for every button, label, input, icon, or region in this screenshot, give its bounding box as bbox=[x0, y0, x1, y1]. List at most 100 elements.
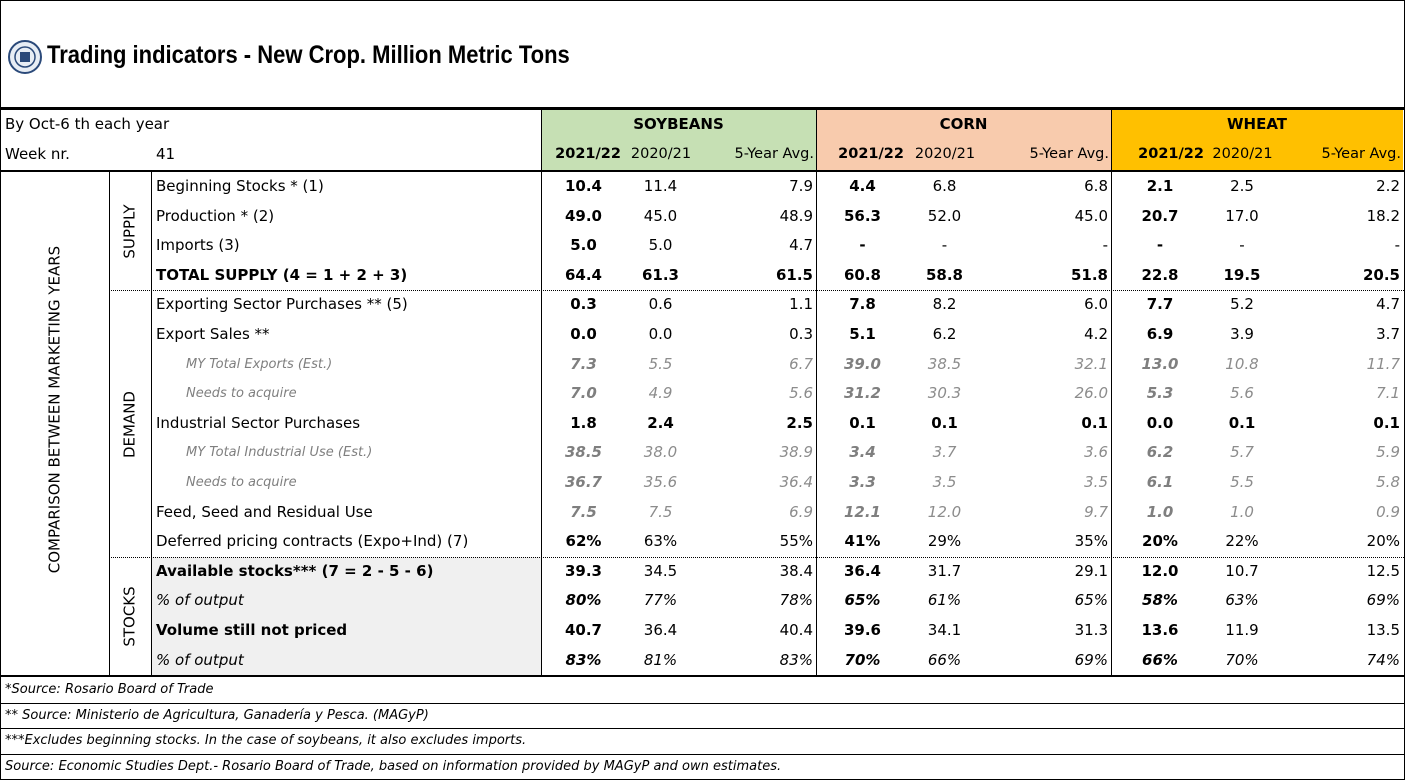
cell: 36.7 bbox=[564, 473, 602, 491]
year-header: 5-Year Avg. bbox=[1029, 146, 1109, 162]
cell: 5.7 bbox=[1230, 443, 1254, 462]
row-label: Feed, Seed and Residual Use bbox=[156, 502, 373, 521]
cell: 5.6 bbox=[789, 384, 813, 403]
cell: 48.9 bbox=[779, 206, 813, 225]
year-header: 2020/21 bbox=[914, 146, 976, 162]
cell: 61% bbox=[927, 591, 962, 610]
cell: 36.4 bbox=[843, 561, 881, 580]
cell: 0.1 bbox=[849, 413, 876, 432]
cell: 2.1 bbox=[1146, 177, 1174, 195]
cell: 2.5 bbox=[786, 413, 813, 432]
rule bbox=[541, 110, 542, 676]
cell: 39.6 bbox=[843, 621, 881, 639]
cell: 81% bbox=[643, 650, 678, 669]
cell: 18.2 bbox=[1366, 206, 1400, 225]
rule bbox=[1, 170, 1404, 172]
cell: 6.7 bbox=[789, 354, 813, 373]
cell: 70% bbox=[844, 650, 881, 669]
cell: 12.0 bbox=[1141, 561, 1179, 580]
rule bbox=[1111, 110, 1112, 676]
cell: 5.2 bbox=[1230, 295, 1254, 314]
cell: 2.4 bbox=[647, 413, 674, 432]
rule bbox=[109, 290, 1404, 292]
cell: - bbox=[941, 236, 948, 255]
cell: 31.7 bbox=[927, 561, 962, 580]
row-label: Beginning Stocks * (1) bbox=[156, 177, 324, 195]
cell: 34.5 bbox=[643, 561, 678, 580]
cell: 5.0 bbox=[570, 236, 597, 255]
cell: 7.3 bbox=[570, 354, 597, 373]
cell: 10.8 bbox=[1225, 354, 1259, 373]
cell: 3.9 bbox=[1230, 325, 1254, 343]
footnote: *Source: Rosario Board of Trade bbox=[5, 682, 214, 698]
cell: 0.3 bbox=[570, 295, 597, 314]
cell: 13.5 bbox=[1366, 621, 1400, 639]
cell: 31.2 bbox=[843, 384, 881, 403]
cell: - bbox=[1156, 236, 1164, 255]
cell: 7.1 bbox=[1376, 384, 1400, 403]
cell: 7.0 bbox=[570, 384, 597, 403]
cell: 45.0 bbox=[1074, 206, 1108, 225]
cell: 7.7 bbox=[1146, 295, 1174, 314]
cell: 5.5 bbox=[648, 354, 673, 373]
cell: 26.0 bbox=[1074, 384, 1108, 403]
side-label: COMPARISON BETWEEN MARKETING YEARS bbox=[45, 245, 64, 574]
year-header: 2021/22 bbox=[1138, 146, 1204, 162]
cell: 6.9 bbox=[789, 502, 813, 521]
row-label: Available stocks*** (7 = 2 - 5 - 6) bbox=[156, 561, 434, 580]
week: 41 bbox=[156, 145, 176, 163]
cell: 55% bbox=[779, 532, 813, 551]
year-header: 2020/21 bbox=[630, 146, 692, 162]
cell: 29% bbox=[927, 532, 962, 551]
cell: 83% bbox=[565, 650, 602, 669]
footnote: ** Source: Ministerio de Agricultura, Ga… bbox=[5, 707, 429, 723]
row-label: Volume still not priced bbox=[156, 621, 348, 639]
cell: 38.9 bbox=[779, 443, 813, 462]
cell: 69% bbox=[1366, 591, 1400, 610]
section-name: SUPPLY bbox=[120, 204, 139, 259]
cell: 31.3 bbox=[1074, 621, 1108, 639]
cell: 39.0 bbox=[843, 354, 881, 373]
rule bbox=[1, 728, 1404, 730]
cell: 2.5 bbox=[1230, 177, 1254, 195]
cell: 60.8 bbox=[843, 265, 881, 284]
cell: 4.2 bbox=[1084, 325, 1108, 343]
year-header: 2021/22 bbox=[838, 146, 904, 162]
cell: 36.4 bbox=[779, 473, 813, 491]
year-header: 5-Year Avg. bbox=[734, 146, 814, 162]
year-header: 2020/21 bbox=[1212, 146, 1273, 162]
cell: 4.4 bbox=[849, 177, 876, 195]
cell: 63% bbox=[643, 532, 678, 551]
rule bbox=[1, 702, 1404, 704]
cell: 20% bbox=[1142, 532, 1178, 551]
rule bbox=[816, 110, 817, 676]
group-name: CORN bbox=[939, 115, 988, 133]
cell: 22.8 bbox=[1141, 265, 1179, 284]
cell: 32.1 bbox=[1074, 354, 1108, 373]
cell: - bbox=[1239, 236, 1245, 255]
cell: 22% bbox=[1225, 532, 1259, 551]
cell: 20.7 bbox=[1141, 206, 1179, 225]
cell: 20% bbox=[1366, 532, 1400, 551]
cell: 6.2 bbox=[932, 325, 957, 343]
cell: 3.6 bbox=[1084, 443, 1108, 462]
rule bbox=[151, 172, 152, 676]
cell: 0.1 bbox=[931, 413, 958, 432]
cell: 70% bbox=[1225, 650, 1259, 669]
row-label: Production * (2) bbox=[156, 206, 275, 225]
year-header: 2021/22 bbox=[555, 146, 621, 162]
cell: 11.9 bbox=[1225, 621, 1259, 639]
row-label: MY Total Exports (Est.) bbox=[186, 356, 333, 372]
cell: 19.5 bbox=[1223, 265, 1261, 284]
section-name: DEMAND bbox=[120, 390, 139, 458]
cell: 74% bbox=[1366, 650, 1400, 669]
cell: 10.7 bbox=[1225, 561, 1259, 580]
cell: 40.4 bbox=[779, 621, 813, 639]
cell: 38.4 bbox=[779, 561, 813, 580]
cell: 39.3 bbox=[564, 561, 602, 580]
cell: 5.8 bbox=[1376, 473, 1400, 491]
row-label: % of output bbox=[156, 591, 244, 610]
cell: 38.0 bbox=[643, 443, 678, 462]
rule bbox=[109, 172, 110, 676]
